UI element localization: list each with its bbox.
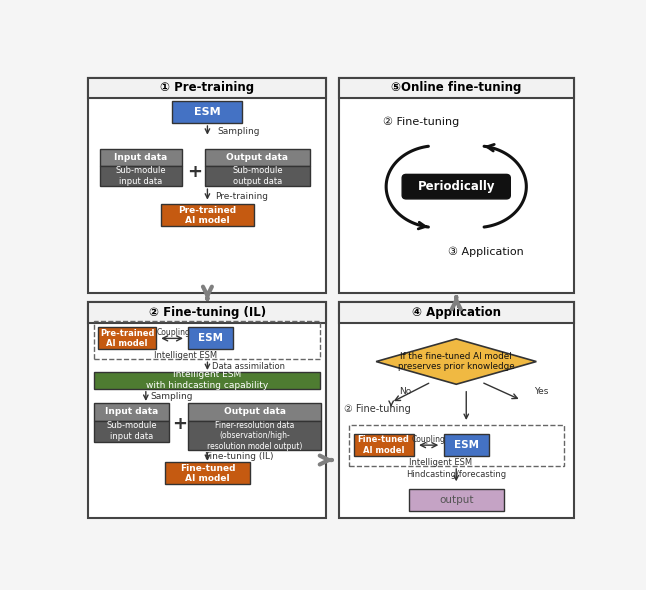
Bar <box>189 421 321 450</box>
Bar <box>89 78 326 293</box>
Text: Finer-resolution data
(observation/high-
resolution model output): Finer-resolution data (observation/high-… <box>207 421 302 451</box>
Bar <box>339 303 574 323</box>
Text: ⑤Online fine-tuning: ⑤Online fine-tuning <box>391 81 521 94</box>
Polygon shape <box>376 339 536 384</box>
Text: Pre-trained
AI model: Pre-trained AI model <box>178 205 236 225</box>
Text: Output data: Output data <box>227 153 289 162</box>
Bar <box>205 149 310 166</box>
Text: ① Pre-training: ① Pre-training <box>160 81 255 94</box>
Text: ④ Application: ④ Application <box>412 306 501 319</box>
Bar <box>189 404 321 421</box>
Text: Pre-trained
AI model: Pre-trained AI model <box>100 329 154 348</box>
Text: Input data: Input data <box>105 408 158 417</box>
Text: Periodically: Periodically <box>417 180 495 193</box>
Text: Intelligent ESM: Intelligent ESM <box>409 458 472 467</box>
Bar <box>409 489 504 510</box>
Bar <box>89 78 326 98</box>
Bar <box>99 149 182 166</box>
Text: ③ Application: ③ Application <box>448 247 524 257</box>
Text: Intelligent ESM
with hindcasting capability: Intelligent ESM with hindcasting capabil… <box>146 371 269 390</box>
Text: If the fine-tuned AI model
preserves prior knowledge: If the fine-tuned AI model preserves pri… <box>398 352 515 371</box>
Bar <box>339 78 574 293</box>
Bar <box>94 320 320 359</box>
Bar <box>349 425 564 466</box>
Bar <box>205 166 310 186</box>
Bar <box>339 303 574 518</box>
Bar <box>99 166 182 186</box>
FancyBboxPatch shape <box>402 175 510 199</box>
Bar <box>339 78 574 98</box>
Text: Yes: Yes <box>534 386 548 395</box>
Text: ② Fine-tuning (IL): ② Fine-tuning (IL) <box>149 306 266 319</box>
Text: +: + <box>187 163 202 181</box>
Bar <box>189 327 233 349</box>
Text: Coupling: Coupling <box>156 329 191 337</box>
Text: Sampling: Sampling <box>151 392 193 401</box>
Text: ② Fine-tuning: ② Fine-tuning <box>383 116 459 127</box>
Bar <box>94 421 169 441</box>
Text: Input data: Input data <box>114 153 168 162</box>
Text: Intelligent ESM: Intelligent ESM <box>154 351 218 360</box>
Text: Sub-module
input data: Sub-module input data <box>107 421 157 441</box>
Text: ESM: ESM <box>194 107 221 117</box>
Text: ESM: ESM <box>198 333 224 343</box>
Text: Sampling: Sampling <box>218 127 260 136</box>
Text: Hindcasting/forecasting: Hindcasting/forecasting <box>406 470 506 478</box>
Bar <box>406 178 506 195</box>
Text: No: No <box>399 386 411 395</box>
Text: Fine-tuned
AI model: Fine-tuned AI model <box>180 464 235 483</box>
Bar <box>94 372 320 389</box>
Text: ESM: ESM <box>453 440 479 450</box>
Text: output: output <box>439 494 474 504</box>
Text: Fine-tuned
AI model: Fine-tuned AI model <box>358 435 410 455</box>
Bar <box>89 303 326 518</box>
Bar <box>444 434 489 456</box>
Text: +: + <box>172 415 187 433</box>
Text: ② Fine-tuning: ② Fine-tuning <box>344 404 410 414</box>
Text: Sub-module
output data: Sub-module output data <box>232 166 283 186</box>
Bar <box>161 204 254 226</box>
Bar <box>353 434 413 456</box>
Bar <box>89 303 326 323</box>
Text: Fine-tuning (IL): Fine-tuning (IL) <box>205 452 273 461</box>
Bar <box>98 327 156 349</box>
Text: Data assimilation: Data assimilation <box>213 362 286 371</box>
Text: Coupling: Coupling <box>412 435 446 444</box>
Text: Pre-training: Pre-training <box>215 192 268 201</box>
Bar <box>94 404 169 421</box>
Bar <box>172 101 242 123</box>
Text: Output data: Output data <box>224 408 286 417</box>
Text: Sub-module
input data: Sub-module input data <box>116 166 167 186</box>
Bar <box>165 463 250 484</box>
